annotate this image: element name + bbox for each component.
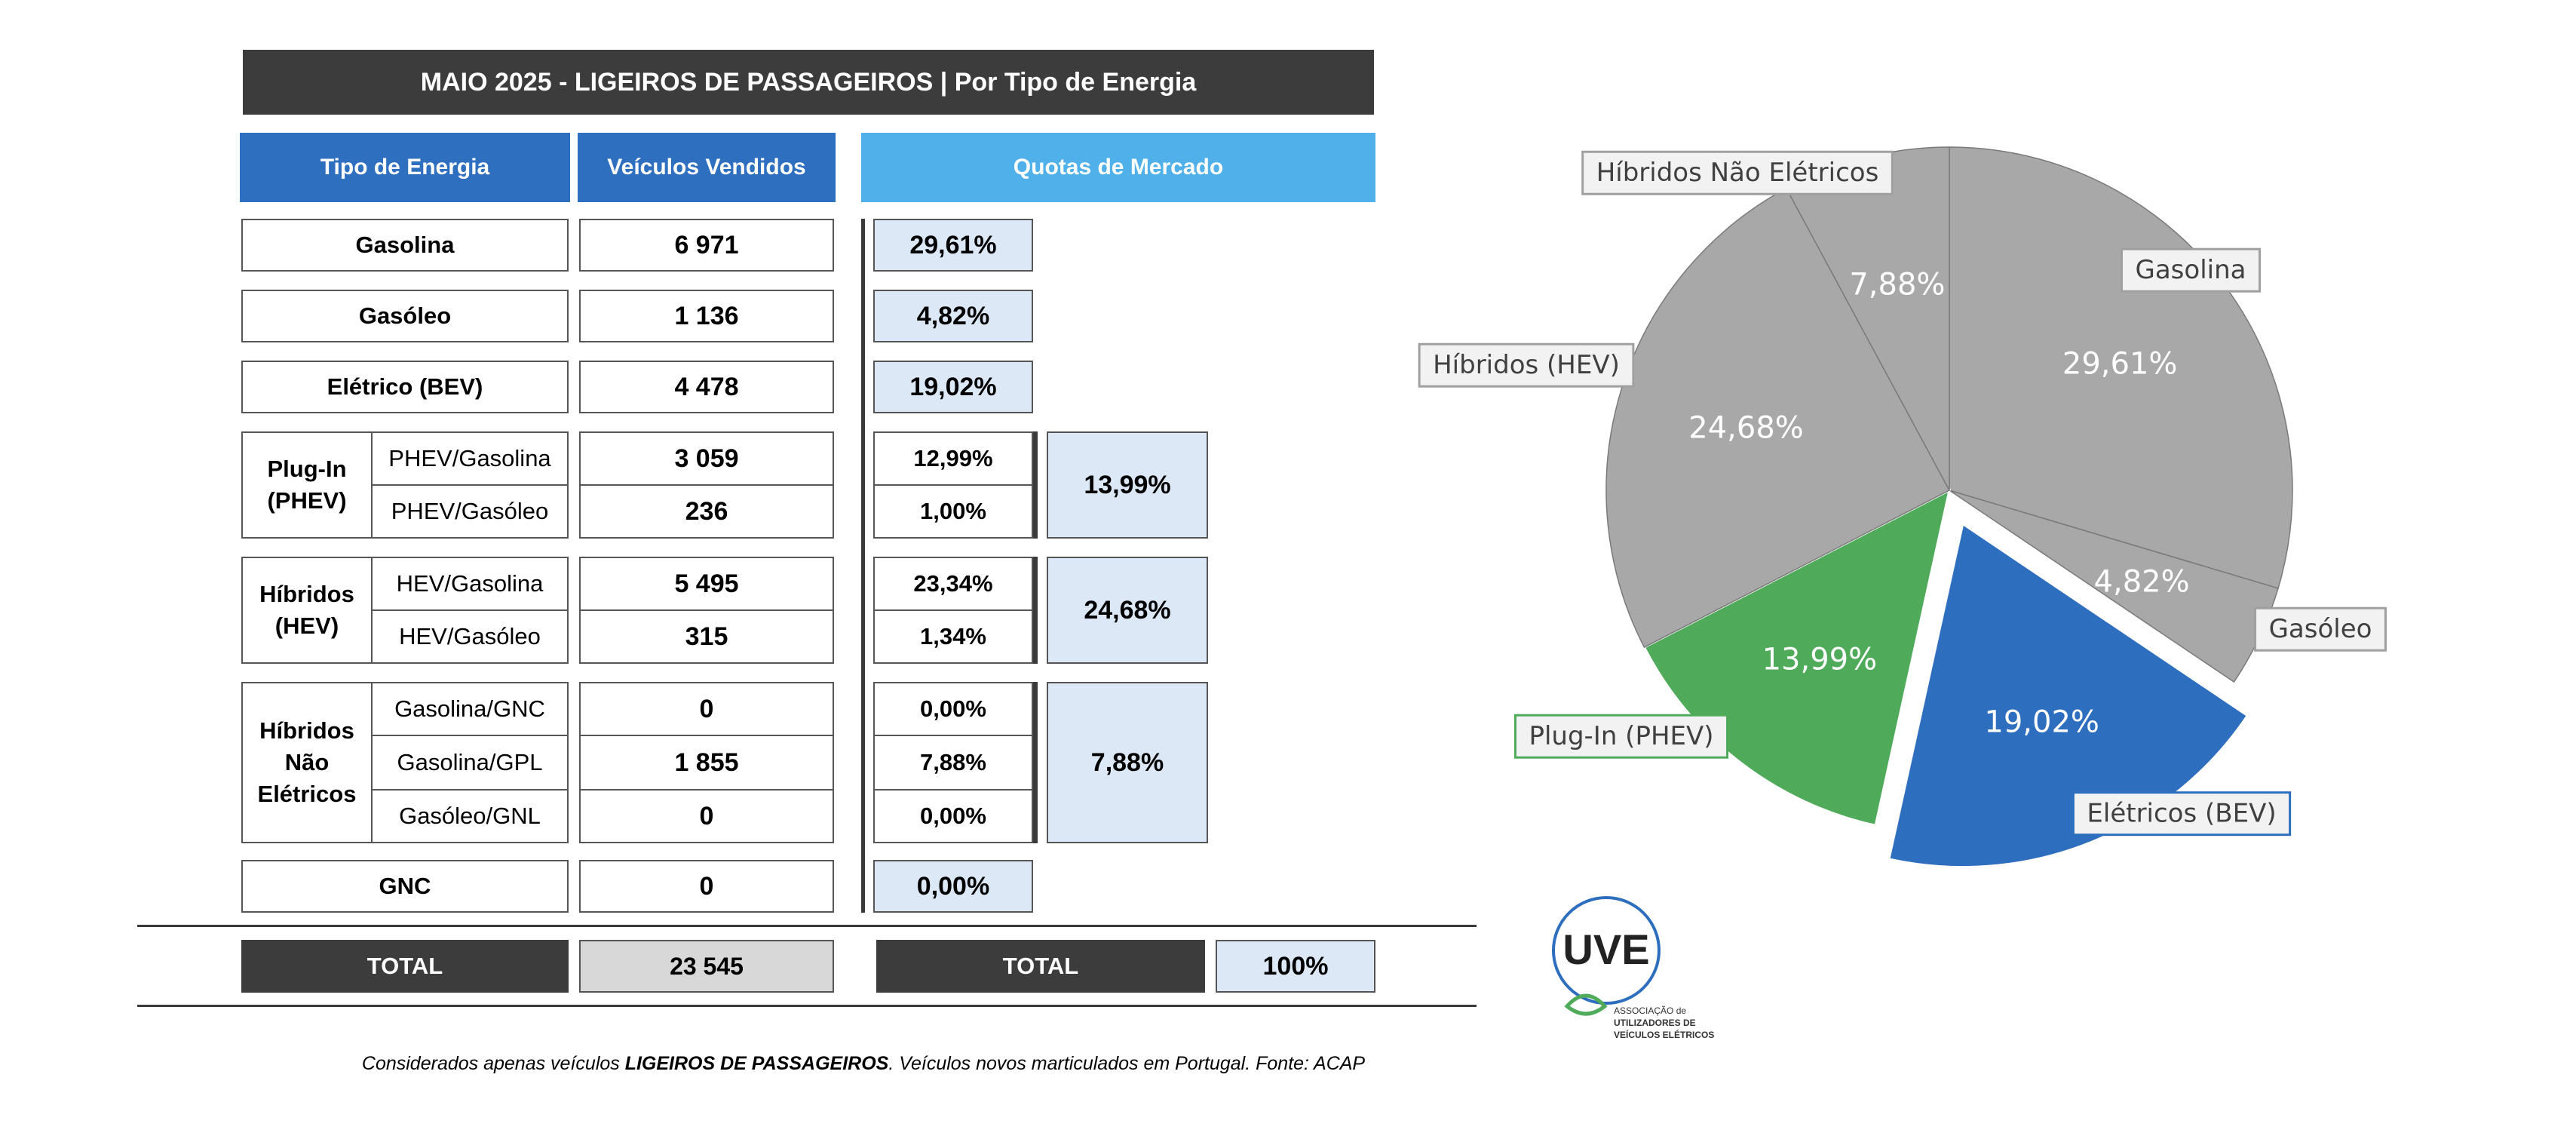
hev-gasoleo-value: 315 bbox=[579, 609, 834, 664]
hne-gasolina-gpl-label: Gasolina/GPL bbox=[371, 735, 569, 790]
pie-slices bbox=[1605, 146, 2293, 869]
row-gnc-share: 0,00% bbox=[873, 860, 1033, 913]
group-phev-label-line2: (PHEV) bbox=[267, 487, 347, 514]
pie-category-label-box-gasoleo bbox=[2254, 606, 2387, 652]
group-hev-label-line1: Híbridos bbox=[259, 581, 354, 607]
total-value: 23 545 bbox=[579, 940, 834, 993]
pie-category-label-text-gasoleo: Gasóleo bbox=[2269, 614, 2372, 644]
hev-gasolina-value: 5 495 bbox=[579, 557, 834, 611]
total-label: TOTAL bbox=[241, 940, 569, 993]
footnote-part1: Considerados apenas veículos bbox=[361, 1053, 625, 1074]
pie-category-label-box-eletricos-bev bbox=[2072, 791, 2292, 837]
group-hne-label: Híbridos Não Elétricos bbox=[241, 682, 373, 843]
hev-gasolina-label: HEV/Gasolina bbox=[371, 557, 569, 611]
group-hev-label: Híbridos (HEV) bbox=[241, 557, 373, 664]
group-hne-label-line3: Elétricos bbox=[257, 781, 357, 807]
row-gasoleo-share: 4,82% bbox=[873, 290, 1033, 342]
pie-value-label-plug-in-phev: 13,99% bbox=[1762, 642, 1878, 677]
total-separator-top bbox=[137, 925, 1477, 927]
row-gnc-label: GNC bbox=[241, 860, 569, 913]
row-eletrico-value: 4 478 bbox=[579, 361, 834, 413]
pie-value-label-gasoleo: 4,82% bbox=[2094, 564, 2190, 599]
hne-gasoleo-gnl-share: 0,00% bbox=[873, 789, 1033, 843]
shares-divider bbox=[861, 219, 865, 913]
pie-value-label-gasolina: 29,61% bbox=[2062, 346, 2178, 381]
pie-category-label-text-plug-in-phev: Plug-In (PHEV) bbox=[1529, 721, 1713, 751]
phev-gasoleo-value: 236 bbox=[579, 484, 834, 539]
uve-logo: UVE ASSOCIAÇÃO de UTILIZADORES DE VEÍCUL… bbox=[1552, 896, 1714, 1040]
header-energy-type: Tipo de Energia bbox=[240, 133, 570, 202]
hne-gasolina-gnc-label: Gasolina/GNC bbox=[371, 682, 569, 736]
pie-category-label-plug-in-phev: Plug-In (PHEV) bbox=[1513, 714, 1729, 759]
logo-mark: UVE bbox=[1562, 926, 1649, 973]
hne-total-share: 7,88% bbox=[1047, 682, 1208, 843]
total-separator-bottom bbox=[137, 1005, 1477, 1007]
phev-gasolina-share: 12,99% bbox=[873, 431, 1033, 486]
footnote-part2: . Veículos novos marticulados em Portuga… bbox=[888, 1053, 1366, 1074]
hne-gasolina-gpl-value: 1 855 bbox=[579, 735, 834, 790]
phev-gasolina-value: 3 059 bbox=[579, 431, 834, 486]
header-vehicles-sold: Veículos Vendidos bbox=[578, 133, 836, 202]
pie-category-label-box-hibridos-hev bbox=[1418, 342, 1635, 388]
pie-slice-hibridos-hev bbox=[1605, 187, 1951, 649]
row-gnc-value: 0 bbox=[579, 860, 834, 913]
phev-bracket bbox=[1033, 431, 1038, 539]
total-share: 100% bbox=[1216, 940, 1375, 993]
group-phev-label-line1: Plug-In bbox=[267, 456, 347, 482]
logo-text-line1: ASSOCIAÇÃO de bbox=[1614, 1005, 1686, 1016]
phev-gasoleo-label: PHEV/Gasóleo bbox=[371, 484, 569, 539]
hne-gasoleo-gnl-value: 0 bbox=[579, 789, 834, 843]
pie-category-label-gasolina: Gasolina bbox=[2121, 247, 2261, 293]
total-share-label: TOTAL bbox=[876, 940, 1205, 993]
pie-category-label-text-hibridos-hev: Híbridos (HEV) bbox=[1433, 350, 1620, 380]
hne-gasoleo-gnl-label: Gasóleo/GNL bbox=[371, 789, 569, 843]
footnote: Considerados apenas veículos LIGEIROS DE… bbox=[0, 1053, 1727, 1075]
group-hne-label-line2: Não bbox=[284, 749, 330, 775]
phev-gasoleo-share: 1,00% bbox=[873, 484, 1033, 539]
pie-value-label-hibridos-hev: 24,68% bbox=[1688, 411, 1804, 446]
row-gasolina-value: 6 971 bbox=[579, 219, 834, 272]
hev-gasoleo-share: 1,34% bbox=[873, 609, 1033, 664]
row-eletrico-label: Elétrico (BEV) bbox=[241, 361, 569, 413]
pie-value-label-hibridos-nao-eletricos: 7,88% bbox=[1849, 268, 1945, 302]
hev-bracket bbox=[1033, 557, 1038, 664]
row-gasolina-share: 29,61% bbox=[873, 219, 1033, 272]
pie-category-label-text-eletricos-bev: Elétricos (BEV) bbox=[2087, 799, 2276, 829]
hev-gasoleo-label: HEV/Gasóleo bbox=[371, 609, 569, 664]
pie-slice-eletricos-bev bbox=[1888, 522, 2249, 869]
group-hev-label-line2: (HEV) bbox=[274, 612, 339, 639]
pie-value-labels: 29,61% 4,82% 19,02% 13,99% 24,68% 7,88% bbox=[1688, 268, 2189, 740]
row-gasoleo-value: 1 136 bbox=[579, 290, 834, 342]
pie-category-label-box-plug-in-phev bbox=[1513, 714, 1729, 759]
pie-category-label-hibridos-nao-eletricos: Híbridos Não Elétricos bbox=[1581, 150, 1894, 195]
pie-category-label-text-hibridos-nao-eletricos: Híbridos Não Elétricos bbox=[1596, 158, 1879, 188]
pie-category-label-box-gasolina bbox=[2121, 247, 2261, 293]
group-hne-label-line1: Híbridos bbox=[259, 717, 354, 744]
group-phev-label: Plug-In (PHEV) bbox=[241, 431, 373, 539]
pie-category-label-gasoleo: Gasóleo bbox=[2254, 606, 2387, 652]
logo-text-line2: UTILIZADORES DE bbox=[1614, 1018, 1696, 1028]
logo-text-line3: VEÍCULOS ELÉTRICOS bbox=[1614, 1029, 1714, 1040]
leaf-icon bbox=[1564, 993, 1608, 1016]
hev-total-share: 24,68% bbox=[1047, 557, 1208, 664]
hne-bracket bbox=[1033, 682, 1038, 843]
phev-total-share: 13,99% bbox=[1047, 431, 1208, 539]
row-gasolina-label: Gasolina bbox=[241, 219, 569, 272]
pie-category-label-box-hibridos-nao-eletricos bbox=[1581, 150, 1894, 195]
pie-category-label-text-gasolina: Gasolina bbox=[2136, 255, 2246, 285]
pie-value-label-eletricos-bev: 19,02% bbox=[1984, 705, 2099, 739]
row-eletrico-share: 19,02% bbox=[873, 361, 1033, 413]
pie-category-labels: Gasolina Gasóleo Elétricos (BEV) Plug-In (P… bbox=[1418, 150, 2387, 837]
pie-category-label-hibridos-hev: Híbridos (HEV) bbox=[1418, 342, 1635, 388]
row-gasoleo-label: Gasóleo bbox=[241, 290, 569, 342]
pie-category-label-eletricos-bev: Elétricos (BEV) bbox=[2072, 791, 2292, 837]
page-title: MAIO 2025 - LIGEIROS DE PASSAGEIROS | Po… bbox=[243, 50, 1374, 115]
footnote-bold: LIGEIROS DE PASSAGEIROS bbox=[624, 1053, 889, 1074]
header-market-share: Quotas de Mercado bbox=[861, 133, 1375, 202]
logo-ring bbox=[1552, 896, 1661, 1005]
hne-gasolina-gnc-share: 0,00% bbox=[873, 682, 1033, 736]
